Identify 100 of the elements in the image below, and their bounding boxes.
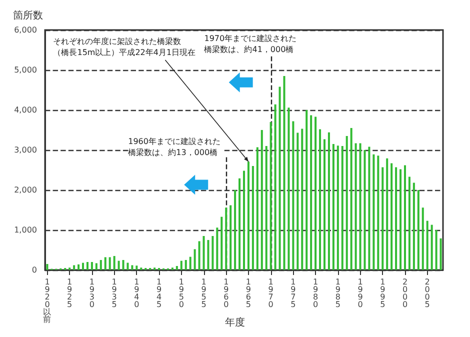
bar <box>95 263 98 270</box>
bar <box>368 146 370 270</box>
ref-line-label: 1960年までに建設された橋梁数は、約13，000橋 <box>128 136 224 158</box>
bar <box>301 128 304 270</box>
y-tick-label: 0 <box>32 266 37 274</box>
bar <box>194 249 196 270</box>
bar <box>220 216 223 270</box>
bar <box>122 260 124 270</box>
bar <box>189 256 192 270</box>
bar <box>278 86 281 270</box>
bar <box>319 129 322 270</box>
bar <box>350 128 352 270</box>
bar <box>242 170 246 270</box>
ref-line-label: 1970年までに建設された橋梁数は、約41，000橋 <box>204 33 300 56</box>
bar <box>131 265 134 270</box>
bar <box>78 264 80 270</box>
bar <box>256 147 258 270</box>
x-tick-label: 1975 <box>290 277 296 309</box>
bar <box>417 190 420 270</box>
bar <box>336 146 339 270</box>
y-tick-label: 5,000 <box>14 66 37 74</box>
bar <box>404 165 406 270</box>
bar <box>180 260 182 270</box>
bar <box>274 104 276 270</box>
y-tick-label: 1,000 <box>14 226 37 234</box>
bar <box>100 260 102 270</box>
bar <box>440 238 442 270</box>
bar <box>136 266 138 270</box>
bar <box>386 158 388 270</box>
x-tick-label: 1950 <box>178 277 184 309</box>
bar <box>176 266 178 270</box>
y-tick-label: 4,000 <box>14 106 37 114</box>
x-tick-label: 1970 <box>268 277 274 309</box>
x-tick-label: 1920以前 <box>43 277 52 324</box>
bar <box>260 130 263 270</box>
bar <box>198 241 200 270</box>
bar <box>377 156 380 270</box>
x-tick-label: 1930 <box>89 277 94 309</box>
bar <box>430 224 433 270</box>
bar <box>288 108 290 270</box>
bar <box>118 260 120 270</box>
bar <box>230 205 232 270</box>
bar <box>82 262 84 270</box>
y-tick-label: 6,000 <box>14 26 37 34</box>
y-tick-label: 2,000 <box>14 186 37 194</box>
bar <box>422 208 424 270</box>
bar <box>86 262 88 270</box>
bar <box>332 144 334 270</box>
bar <box>314 116 317 270</box>
bar <box>372 154 375 270</box>
bar <box>184 260 187 270</box>
bar <box>323 139 326 270</box>
annotation: それぞれの年度に架設された橋梁数（橋長15m以上）平成22年4月1日現在 <box>53 36 196 58</box>
x-axis-title: 年度 <box>225 316 245 328</box>
bar <box>395 167 398 270</box>
y-tick-label: 3,000 <box>14 146 37 154</box>
bar <box>412 182 415 270</box>
bar <box>390 163 393 270</box>
x-tick-label: 1940 <box>134 277 140 309</box>
bar <box>408 176 410 270</box>
y-axis-title: 箇所数 <box>13 10 43 22</box>
bar <box>113 256 116 270</box>
bar <box>283 76 286 270</box>
x-tick-label: 1945 <box>156 277 162 309</box>
bar <box>296 132 299 270</box>
x-tick-label: 1935 <box>112 277 117 309</box>
x-tick-label: 1955 <box>201 277 206 309</box>
x-tick-label: 1925 <box>67 277 72 309</box>
bar <box>382 167 384 270</box>
bar <box>354 143 357 270</box>
bar <box>270 122 272 270</box>
bar <box>435 230 438 270</box>
bar <box>216 228 218 270</box>
bar <box>359 143 362 270</box>
x-tick-label: 2005 <box>424 277 430 309</box>
bar <box>207 240 210 270</box>
bar <box>306 110 308 270</box>
bar <box>341 146 344 270</box>
bar <box>265 146 268 270</box>
x-tick-label: 1960 <box>224 277 229 309</box>
x-tick-label: 1965 <box>246 277 252 309</box>
bar <box>292 121 294 270</box>
x-tick-label: 1995 <box>380 277 386 309</box>
bar <box>126 262 129 270</box>
x-tick-label: 1980 <box>313 277 318 309</box>
bar <box>364 150 366 270</box>
bar <box>46 264 48 270</box>
bar <box>104 257 106 270</box>
bar <box>328 132 330 270</box>
bar <box>310 115 312 270</box>
bar <box>90 262 93 270</box>
bar <box>73 265 76 270</box>
x-tick-label: 2000 <box>402 277 408 309</box>
bar <box>426 220 428 270</box>
bar <box>108 257 111 270</box>
bar <box>252 166 254 270</box>
bar <box>234 190 236 270</box>
bar <box>225 208 228 270</box>
x-tick-label: 1985 <box>335 277 340 309</box>
bar <box>238 178 241 270</box>
